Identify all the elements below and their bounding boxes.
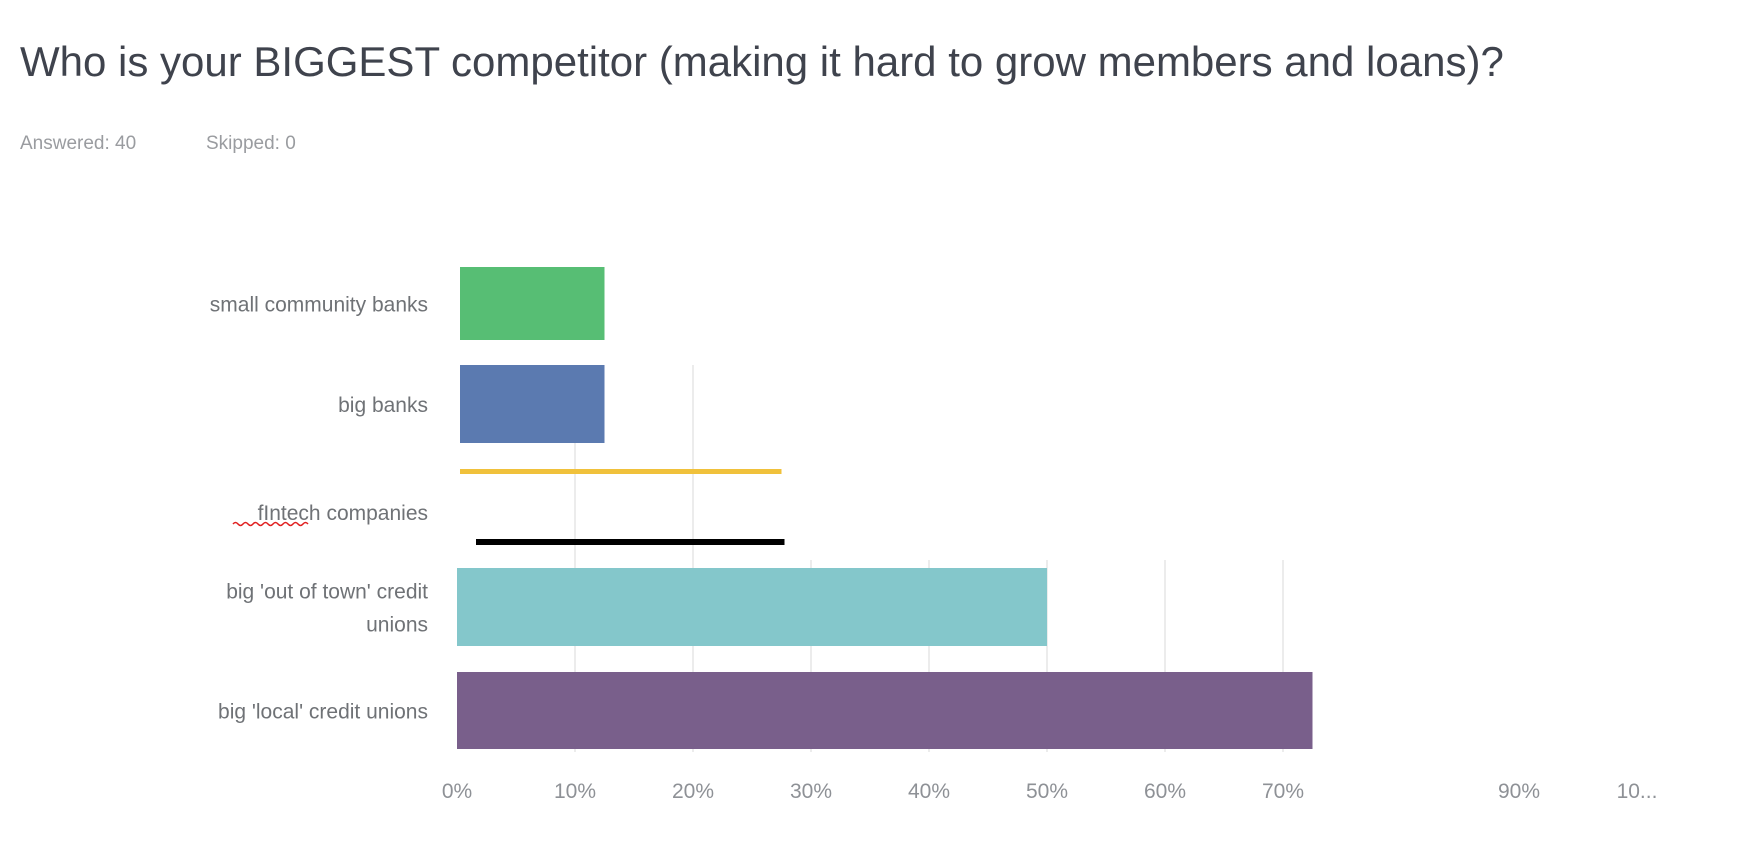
x-tick-label: 50% [1026,780,1068,803]
page-title: Who is your BIGGEST competitor (making i… [20,38,1504,85]
bar [460,365,605,443]
spellcheck-underline [232,521,309,527]
x-tick-label: 10... [1617,780,1658,803]
category-label: big 'local' credit unions [218,701,428,724]
category-label: fIntech companies [258,502,428,525]
category-label: unions [366,614,428,637]
x-tick-label: 70% [1262,780,1304,803]
category-label: big banks [338,394,428,417]
x-tick-label: 30% [790,780,832,803]
x-tick-label: 0% [442,780,472,803]
category-label: big 'out of town' credit [226,581,428,604]
bar [460,267,605,340]
bar [457,568,1047,646]
skipped-count: Skipped: 0 [206,133,296,154]
answered-count: Answered: 40 [20,133,137,154]
bar [457,672,1313,749]
category-label: small community banks [210,294,428,317]
x-tick-label: 20% [672,780,714,803]
x-tick-label: 60% [1144,780,1186,803]
bar-bottom-edge [476,539,785,545]
x-tick-label: 40% [908,780,950,803]
bar-top-edge [460,469,782,474]
x-tick-label: 10% [554,780,596,803]
x-tick-label: 90% [1498,780,1540,803]
